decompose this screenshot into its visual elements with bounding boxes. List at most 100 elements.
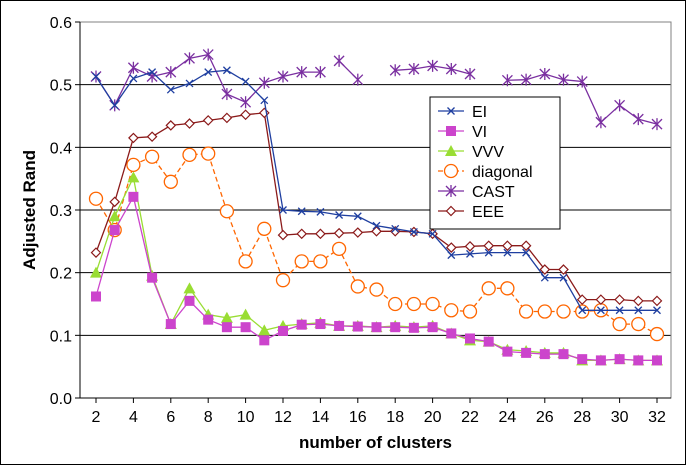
data-point-ei: [391, 224, 400, 233]
legend-marker-cast: [445, 185, 457, 197]
data-point-eee: [240, 109, 251, 121]
data-point-ei: [110, 101, 119, 110]
legend-item-cast: CAST: [438, 184, 515, 201]
series-diagonal: [88, 146, 665, 342]
data-point-eee: [502, 240, 513, 252]
data-point-ei: [222, 66, 231, 75]
data-point-ei: [166, 85, 175, 94]
legend-label-ei: EI: [472, 104, 487, 121]
data-point-vi: [334, 320, 345, 331]
data-point-eee: [558, 264, 569, 275]
data-point-eee: [520, 240, 532, 252]
data-point-vi: [502, 346, 513, 357]
data-point-eee: [614, 294, 625, 305]
x-tick-label: 6: [166, 409, 175, 426]
y-tick-label: 0.6: [50, 15, 72, 32]
legend: EI VI VVV diagonal CAST EEE: [429, 96, 561, 230]
data-point-vi: [371, 322, 382, 333]
legend-item-diagonal: diagonal: [438, 163, 533, 181]
data-point-eee: [277, 229, 289, 241]
axes: 0.00.10.20.30.40.50.62 4 6 8 10 12 14 16 18 20 22 2…: [50, 15, 671, 426]
y-axis-title: Adjusted Rand: [20, 150, 39, 270]
data-point-vi: [165, 319, 176, 330]
x-tick-label: 10: [237, 409, 255, 426]
data-point-diagonal: [537, 304, 552, 319]
legend-label-cast: CAST: [472, 184, 515, 201]
data-point-ei: [578, 306, 587, 315]
data-point-vi: [259, 335, 270, 346]
data-point-diagonal: [182, 147, 197, 163]
data-point-vvv: [90, 266, 102, 278]
x-tick-label: 30: [611, 409, 629, 426]
x-tick-label: 22: [461, 409, 479, 426]
data-point-ei: [447, 251, 456, 260]
legend-marker-diagonal: [443, 163, 459, 179]
series-ei: [92, 66, 661, 315]
y-tick-label: 0.5: [50, 78, 72, 95]
x-tick-label: 20: [424, 409, 442, 426]
data-point-eee: [296, 228, 308, 240]
y-tick-label: 0.4: [50, 140, 72, 157]
data-point-eee: [632, 295, 644, 307]
data-point-cast: [184, 52, 195, 65]
data-point-vi: [91, 291, 101, 302]
legend-item-vi: VI: [438, 124, 487, 141]
data-point-eee: [315, 228, 326, 240]
data-point-diagonal: [612, 316, 627, 332]
data-point-ei: [615, 306, 624, 315]
data-point-diagonal: [369, 282, 384, 297]
legend-marker-eee: [445, 205, 457, 217]
data-point-vvv: [127, 171, 140, 183]
data-point-cast: [595, 116, 607, 129]
data-point-diagonal: [500, 281, 515, 296]
data-point-diagonal: [388, 296, 403, 312]
data-point-cast: [501, 74, 513, 87]
data-point-cast: [614, 99, 626, 112]
data-point-vi: [184, 295, 195, 306]
data-point-eee: [202, 115, 214, 126]
data-point-eee: [651, 295, 663, 307]
data-point-cast: [427, 59, 439, 72]
data-point-diagonal: [481, 281, 496, 296]
data-point-vi: [577, 354, 588, 365]
data-point-diagonal: [631, 316, 646, 332]
data-point-cast: [296, 66, 308, 79]
data-point-ei: [279, 206, 287, 214]
data-point-eee: [146, 131, 158, 143]
data-point-cast: [221, 88, 233, 101]
x-tick-label: 14: [312, 409, 330, 426]
data-point-vi: [633, 355, 644, 366]
data-point-diagonal: [144, 149, 160, 164]
x-tick-label: 32: [648, 409, 666, 426]
data-point-cast: [558, 73, 569, 86]
legend-marker-vvv: [445, 145, 457, 156]
data-point-diagonal: [649, 326, 665, 342]
data-point-vi: [240, 322, 251, 333]
data-point-cast: [539, 68, 551, 81]
legend-label-vvv: VVV: [472, 144, 504, 161]
data-point-eee: [352, 227, 364, 238]
data-point-diagonal: [201, 146, 216, 161]
data-point-vvv: [183, 282, 196, 294]
data-point-vvv: [258, 324, 271, 336]
data-point-ei: [260, 96, 269, 105]
data-point-vi: [614, 354, 625, 365]
x-tick-label: 12: [274, 409, 292, 426]
data-point-cast: [277, 70, 289, 83]
data-point-diagonal: [275, 273, 291, 288]
data-point-ei: [653, 306, 661, 315]
data-point-eee: [371, 225, 382, 237]
x-tick-label: 18: [386, 409, 404, 426]
data-point-diagonal: [406, 296, 422, 312]
data-point-cast: [240, 96, 252, 109]
data-point-vi: [352, 321, 363, 332]
data-point-diagonal: [556, 304, 571, 319]
data-point-ei: [297, 207, 306, 216]
data-point-ei: [204, 68, 213, 77]
data-point-cast: [127, 61, 139, 74]
data-point-vi: [128, 191, 139, 202]
data-point-ei: [484, 248, 493, 257]
y-tick-label: 0.2: [50, 266, 72, 283]
series-layer: [88, 48, 665, 366]
legend-marker-ei: [447, 107, 455, 115]
